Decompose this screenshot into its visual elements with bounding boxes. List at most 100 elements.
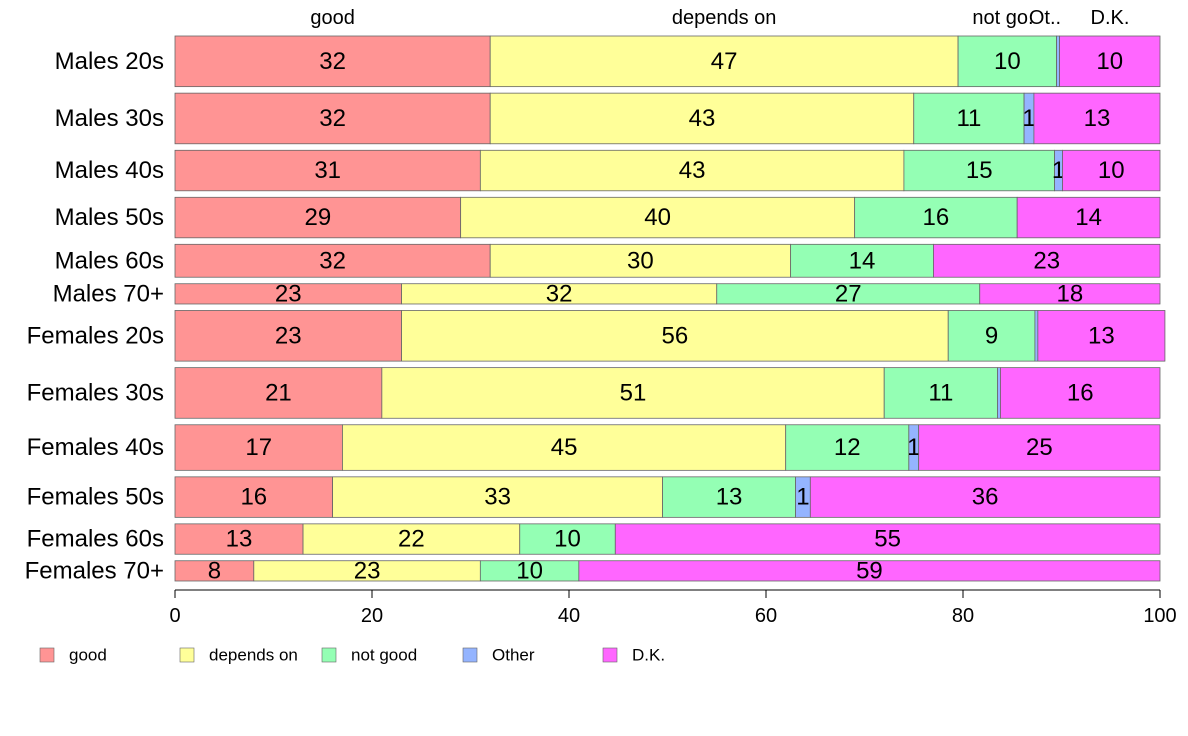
data-label: 55 <box>874 526 901 553</box>
data-label: 30 <box>627 247 654 274</box>
top-column-label: good <box>310 7 355 29</box>
bar-segment-depends-on <box>489 92 915 145</box>
bar-row: 23 56 9 13 <box>174 310 1166 362</box>
legend-item: good <box>39 646 107 665</box>
data-label: 32 <box>319 105 346 132</box>
row-label: Males 30s <box>55 105 164 132</box>
data-label: 18 <box>1057 280 1084 307</box>
data-label: 59 <box>856 557 883 584</box>
bar-segment-d-k- <box>1016 196 1161 239</box>
x-axis: 0 20 40 60 80 100 <box>169 589 1177 627</box>
legend-swatch <box>321 647 337 663</box>
bar-segment-depends-on <box>381 367 885 419</box>
bar-segment-not-good <box>790 243 934 278</box>
x-tick-label: 100 <box>1143 605 1176 627</box>
x-tick-label: 40 <box>558 605 580 627</box>
data-label: 10 <box>994 48 1021 75</box>
data-label: 21 <box>265 379 292 406</box>
data-label: 36 <box>972 484 999 511</box>
top-column-label: not go. <box>972 7 1033 29</box>
data-label: 11 <box>928 379 953 406</box>
data-label: 32 <box>319 48 346 75</box>
data-label: 33 <box>484 484 511 511</box>
data-label: 13 <box>1088 322 1115 349</box>
data-label: 13 <box>1084 105 1111 132</box>
bar-segment-d-k- <box>1037 310 1166 362</box>
data-label: 10 <box>554 526 581 553</box>
data-label: 13 <box>226 526 253 553</box>
bar-segment-good <box>174 149 481 192</box>
top-column-label: Ot.. <box>1029 7 1061 29</box>
x-tick-label: 60 <box>755 605 777 627</box>
bar-segment-not-good <box>785 424 910 471</box>
data-label: 16 <box>923 204 950 231</box>
bar-segment-depends-on <box>302 523 521 555</box>
bar-segment-good <box>174 476 334 518</box>
bar-segment-d-k- <box>1062 149 1161 192</box>
row-label: Females 50s <box>27 484 164 511</box>
legend-label: not good <box>351 646 417 665</box>
legend-item: depends on <box>179 646 298 665</box>
legend-item: D.K. <box>602 646 665 665</box>
x-tick-label: 80 <box>952 605 974 627</box>
row-label: Males 20s <box>55 48 164 75</box>
bar-segment-depends-on <box>489 243 792 278</box>
bar-segment-good <box>174 243 491 278</box>
data-label: 51 <box>620 379 647 406</box>
data-label: 16 <box>240 484 267 511</box>
bar-row: 17 45 12 1 25 <box>174 424 1161 471</box>
row-labels-group: Males 20s Males 30s Males 40s Males 50s Male… <box>25 48 164 585</box>
data-label: 40 <box>644 204 671 231</box>
bar-row: 31 43 15 1 10 <box>174 149 1161 192</box>
x-tick-label: 0 <box>169 605 180 627</box>
legend-swatch <box>179 647 195 663</box>
data-label: 1 <box>1022 105 1035 132</box>
bar-segment-d-k- <box>1000 367 1161 419</box>
bar-segment-not-good <box>662 476 796 518</box>
bar-row: 13 22 10 55 <box>174 523 1161 555</box>
row-label: Males 60s <box>55 247 164 274</box>
data-label: 23 <box>354 557 381 584</box>
data-label: 32 <box>319 247 346 274</box>
bar-row: 16 33 13 1 36 <box>174 476 1161 518</box>
bar-segment-not-good <box>854 196 1018 239</box>
bar-segment-other <box>997 367 1001 419</box>
data-label: 45 <box>551 434 578 461</box>
bar-segment-not-good <box>903 149 1056 192</box>
legend-item: not good <box>321 646 417 665</box>
data-label: 17 <box>245 434 272 461</box>
legend-label: good <box>69 646 107 665</box>
data-label: 31 <box>314 157 341 184</box>
row-label: Females 20s <box>27 322 164 349</box>
bar-segment-d-k- <box>933 243 1161 278</box>
legend-item: Other <box>462 646 535 665</box>
bar-segment-depends-on <box>479 149 905 192</box>
bar-segment-depends-on <box>401 310 949 362</box>
bar-segment-d-k- <box>1059 35 1161 88</box>
data-label: 12 <box>834 434 861 461</box>
data-label: 1 <box>907 434 920 461</box>
bar-segment-good <box>174 92 491 145</box>
bar-row: 29 40 16 14 <box>174 196 1161 239</box>
bar-segment-depends-on <box>489 35 959 88</box>
data-label: 9 <box>985 322 998 349</box>
bar-row: 32 43 11 1 13 <box>174 92 1161 145</box>
bar-segment-other <box>1056 35 1060 88</box>
data-label: 29 <box>304 204 331 231</box>
bar-row: 21 51 11 16 <box>174 367 1161 419</box>
top-column-label: D.K. <box>1091 7 1130 29</box>
data-label: 10 <box>1098 157 1125 184</box>
legend-label: D.K. <box>632 646 665 665</box>
bar-segment-d-k- <box>1033 92 1161 145</box>
row-label: Females 40s <box>27 434 164 461</box>
data-label: 43 <box>689 105 716 132</box>
row-label: Males 50s <box>55 204 164 231</box>
top-column-label: depends on <box>672 7 777 29</box>
data-label: 10 <box>1096 48 1123 75</box>
data-label: 23 <box>1033 247 1060 274</box>
data-label: 1 <box>796 484 809 511</box>
row-label: Females 70+ <box>25 557 164 584</box>
bar-row: 8 23 10 59 <box>174 557 1161 584</box>
data-label: 1 <box>1052 157 1065 184</box>
